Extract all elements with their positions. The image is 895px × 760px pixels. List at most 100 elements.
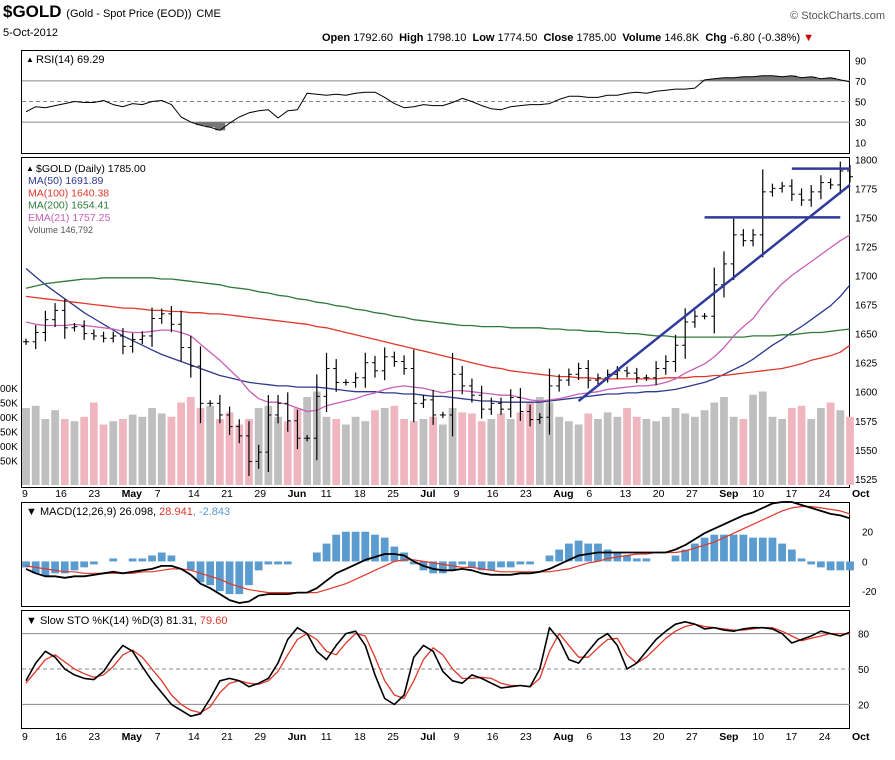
instrument-name: (Gold - Spot Price (EOD)) xyxy=(66,8,192,20)
macd-histogram-bar xyxy=(274,561,282,565)
volume-bar xyxy=(691,416,699,485)
volume-bar xyxy=(274,416,282,485)
price-x-tick-label: 27 xyxy=(686,488,698,500)
price-x-tick-label: Jul xyxy=(420,488,435,500)
price-legend-item: EMA(21) 1757.25 xyxy=(28,212,110,224)
volume-bar xyxy=(216,419,224,485)
volume-bar xyxy=(429,416,438,485)
volume-bar xyxy=(332,419,341,485)
macd-histogram-bar xyxy=(506,561,515,568)
price-x-tick-label: 7 xyxy=(155,488,161,500)
price-tick-label: 1725 xyxy=(855,242,878,253)
macd-panel xyxy=(21,502,850,607)
volume-tick-label: 50K xyxy=(0,399,18,410)
volume-bar xyxy=(109,421,118,485)
rsi-oversold-fill xyxy=(215,122,226,131)
volume-bar xyxy=(642,419,651,485)
volume-bar xyxy=(31,405,40,485)
volume-bar xyxy=(681,413,690,485)
macd-signal-line xyxy=(25,505,851,594)
sto-legend: ▼ Slow STO %K(14) %D(3) 81.31, 79.60 xyxy=(26,615,227,627)
sto-x-tick-label: Aug xyxy=(553,731,573,743)
macd-histogram-bar xyxy=(807,561,816,565)
sto-tick-label: 50 xyxy=(858,665,870,676)
rsi-overbought-fill xyxy=(699,79,710,81)
sto-x-tick-label: 21 xyxy=(221,731,233,743)
rsi-overbought-fill xyxy=(748,76,759,81)
volume-bar xyxy=(768,416,777,485)
price-tick-label: 1575 xyxy=(855,417,878,428)
price-x-tick-label: Oct xyxy=(852,488,870,500)
price-x-tick-label: 16 xyxy=(55,488,67,500)
volume-bar xyxy=(167,416,176,485)
price-x-tick-label: 17 xyxy=(786,488,798,500)
sto-d-line xyxy=(25,623,851,714)
sto-x-tick-label: 16 xyxy=(55,731,67,743)
volume-bar xyxy=(749,394,757,485)
price-tick-label: 1625 xyxy=(855,359,878,370)
volume-bar xyxy=(458,412,467,485)
volume-bar xyxy=(438,424,447,485)
high-value: 1798.10 xyxy=(426,32,467,44)
price-x-tick-label: 23 xyxy=(520,488,532,500)
volume-bar xyxy=(119,419,127,485)
volume-bar xyxy=(584,413,593,485)
macd-histogram-bar xyxy=(787,549,796,562)
chg-value: -6.80 (-0.38%) xyxy=(729,32,801,44)
sto-x-tick-label: 11 xyxy=(321,731,332,743)
macd-histogram-bar xyxy=(681,549,690,562)
line-ma100 xyxy=(25,295,851,380)
rsi-overbought-fill xyxy=(796,77,807,81)
sto-x-tick-label: May xyxy=(122,731,143,743)
volume-bar xyxy=(128,414,137,485)
macd-histogram-bar xyxy=(167,555,176,562)
macd-histogram-bar xyxy=(70,561,79,571)
volume-bar xyxy=(196,408,205,485)
chg-label: Chg xyxy=(705,32,727,44)
volume-tick-label: 00K xyxy=(0,384,18,395)
sto-x-tick-label: Jul xyxy=(420,731,435,743)
volume-bar xyxy=(186,397,195,485)
sto-tick-label: 20 xyxy=(858,700,870,711)
volume-bar xyxy=(545,402,554,485)
volume-bar xyxy=(487,419,496,485)
sto-x-tick-label: 20 xyxy=(653,731,665,743)
volume-bar xyxy=(535,397,544,485)
volume-tick-label: 00K xyxy=(0,413,18,424)
rsi-marker-icon: ▲ xyxy=(26,55,34,64)
macd-histogram-bar xyxy=(312,552,321,562)
macd-histogram-bar xyxy=(836,561,845,571)
stockcharts-brand[interactable]: © StockCharts.com xyxy=(790,10,885,22)
macd-histogram-bar xyxy=(477,561,486,571)
rsi-overbought-fill xyxy=(786,75,798,81)
macd-histogram-bar xyxy=(700,537,709,562)
volume-bar xyxy=(603,412,612,485)
macd-histogram-bar xyxy=(332,534,341,562)
price-tick-label: 1550 xyxy=(855,446,878,457)
volume-bar xyxy=(574,424,583,485)
volume-bar xyxy=(623,408,631,485)
macd-histogram-bar xyxy=(710,534,719,562)
price-x-tick-label: 6 xyxy=(586,488,592,500)
volume-bar xyxy=(468,413,476,485)
price-x-tick-label: 18 xyxy=(354,488,366,500)
price-tick-label: 1800 xyxy=(855,155,878,166)
price-tick-label: 1525 xyxy=(855,475,878,486)
volume-bar xyxy=(70,421,79,485)
volume-bar xyxy=(351,416,360,485)
sto-x-tick-label: 23 xyxy=(520,731,532,743)
volume-bar xyxy=(729,416,738,485)
macd-histogram-bar xyxy=(729,534,738,562)
macd-histogram-bar xyxy=(739,534,748,562)
low-label: Low xyxy=(472,32,495,44)
rsi-overbought-fill xyxy=(816,78,827,81)
volume-bar xyxy=(51,410,59,485)
line-ma200 xyxy=(25,277,851,338)
open-label: Open xyxy=(322,32,351,44)
rsi-tick-label: 90 xyxy=(855,56,867,67)
macd-legend: ▼ MACD(12,26,9) 26.098, 28.941, -2.843 xyxy=(26,506,230,518)
macd-tick-label: -20 xyxy=(862,587,877,598)
macd-histogram-bar xyxy=(235,561,244,595)
macd-histogram-bar xyxy=(564,543,573,562)
volume-bar xyxy=(555,416,564,485)
